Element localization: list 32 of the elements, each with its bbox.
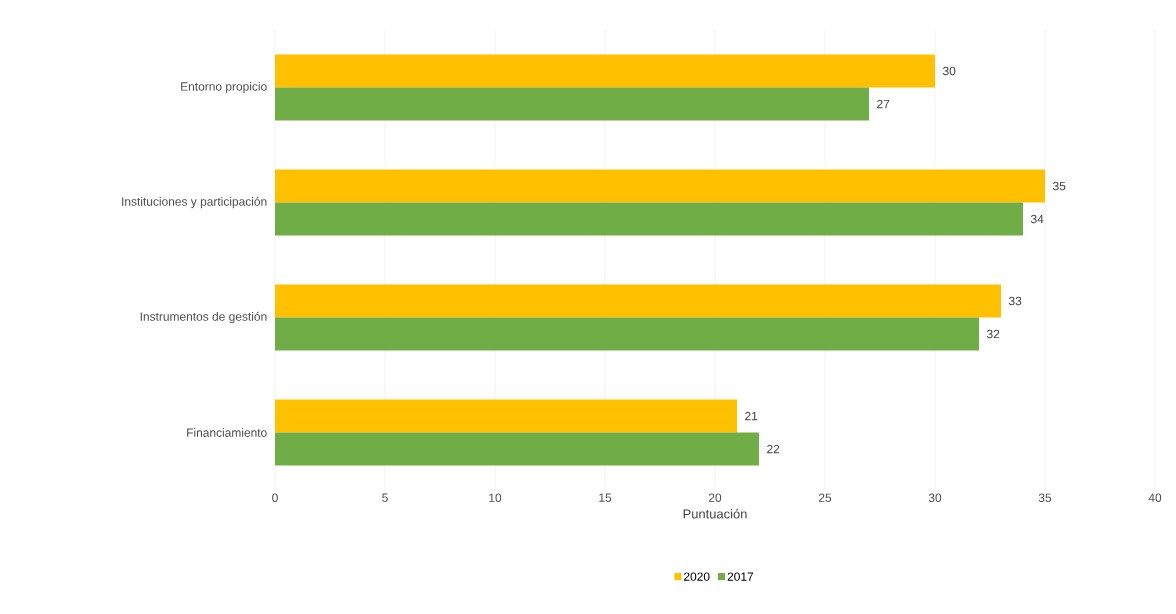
data-label: 35 <box>1052 181 1066 191</box>
legend-label: 2017 <box>727 572 754 581</box>
y-tick-label: Instituciones y participación <box>122 196 267 209</box>
data-label: 30 <box>942 66 956 76</box>
data-label: 22 <box>767 444 780 454</box>
bar <box>275 54 935 88</box>
x-tick-label: 35 <box>1038 493 1052 502</box>
x-tick-label: 30 <box>928 493 942 502</box>
data-label: 21 <box>745 411 758 421</box>
y-tick-label: Entorno propicio <box>181 81 267 94</box>
bar <box>275 202 1024 236</box>
x-tick-label: 25 <box>818 493 832 502</box>
x-tick-label: 40 <box>1148 493 1162 502</box>
y-tick-label: Instrumentos de gestión <box>140 311 267 324</box>
bar <box>275 317 979 351</box>
x-tick-label: 20 <box>708 493 722 502</box>
legend-label: 2020 <box>684 572 710 581</box>
data-label: 34 <box>1030 214 1044 224</box>
y-tick-label: Financiamiento <box>187 428 267 437</box>
data-label: 33 <box>1008 296 1022 306</box>
x-tick-label: 15 <box>599 493 612 502</box>
bar <box>275 432 759 466</box>
bar <box>275 284 1002 318</box>
data-label: 32 <box>986 329 1000 339</box>
x-axis-title: Puntuación <box>683 508 747 519</box>
bar <box>275 87 869 121</box>
bar <box>275 169 1046 203</box>
x-tick-label: 0 <box>272 493 278 502</box>
x-tick-label: 5 <box>382 493 388 502</box>
bar <box>275 399 737 433</box>
x-tick-label: 10 <box>489 493 502 502</box>
data-label: 27 <box>877 99 890 109</box>
